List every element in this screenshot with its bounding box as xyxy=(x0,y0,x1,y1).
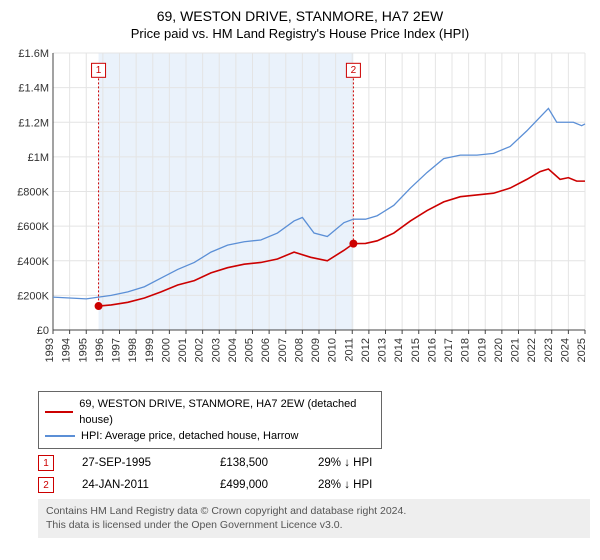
transaction-marker: 1 xyxy=(38,455,54,471)
svg-text:£200K: £200K xyxy=(17,290,49,302)
transaction-row: 2 24-JAN-2011 £499,000 28% ↓ HPI xyxy=(38,477,590,493)
svg-text:£0: £0 xyxy=(37,325,49,337)
svg-text:1997: 1997 xyxy=(111,338,123,362)
svg-text:2018: 2018 xyxy=(460,338,472,362)
price-chart: £0 £200K £400K £600K £800K £1M £1.2M £1.4M £1.6M… xyxy=(5,45,595,385)
svg-text:2021: 2021 xyxy=(510,338,522,362)
footer-line: Contains HM Land Registry data © Crown c… xyxy=(46,505,582,519)
svg-text:£1M: £1M xyxy=(28,152,49,164)
svg-text:2013: 2013 xyxy=(377,338,389,362)
svg-text:2006: 2006 xyxy=(260,338,272,362)
svg-text:£1.2M: £1.2M xyxy=(18,117,49,129)
svg-text:2022: 2022 xyxy=(526,338,538,362)
footer-line: This data is licensed under the Open Gov… xyxy=(46,519,582,533)
transaction-marker: 2 xyxy=(38,477,54,493)
svg-text:2025: 2025 xyxy=(576,338,588,362)
svg-text:£1.4M: £1.4M xyxy=(18,83,49,95)
transaction-pct: 29% ↓ HPI xyxy=(318,457,408,469)
page-title: 69, WESTON DRIVE, STANMORE, HA7 2EW xyxy=(0,8,600,24)
svg-text:£600K: £600K xyxy=(17,221,49,233)
svg-text:2019: 2019 xyxy=(476,338,488,362)
transaction-pct: 28% ↓ HPI xyxy=(318,479,408,491)
svg-text:2016: 2016 xyxy=(426,338,438,362)
svg-text:£800K: £800K xyxy=(17,187,49,199)
transaction-price: £499,000 xyxy=(220,479,290,491)
svg-text:1995: 1995 xyxy=(77,338,89,362)
svg-text:2010: 2010 xyxy=(327,338,339,362)
legend: 69, WESTON DRIVE, STANMORE, HA7 2EW (det… xyxy=(38,391,382,449)
svg-text:2017: 2017 xyxy=(443,338,455,362)
svg-text:2000: 2000 xyxy=(160,338,172,362)
page-subtitle: Price paid vs. HM Land Registry's House … xyxy=(0,26,600,41)
transaction-date: 27-SEP-1995 xyxy=(82,457,192,469)
footer: Contains HM Land Registry data © Crown c… xyxy=(38,499,590,538)
svg-text:1993: 1993 xyxy=(44,338,56,362)
svg-text:2001: 2001 xyxy=(177,338,189,362)
svg-text:2002: 2002 xyxy=(194,338,206,362)
svg-text:1: 1 xyxy=(96,65,102,76)
svg-text:£400K: £400K xyxy=(17,256,49,268)
svg-text:2024: 2024 xyxy=(559,338,571,362)
transaction-table: 1 27-SEP-1995 £138,500 29% ↓ HPI 2 24-JA… xyxy=(38,455,590,493)
svg-text:2004: 2004 xyxy=(227,338,239,362)
transaction-row: 1 27-SEP-1995 £138,500 29% ↓ HPI xyxy=(38,455,590,471)
svg-text:1998: 1998 xyxy=(127,338,139,362)
svg-text:2007: 2007 xyxy=(277,338,289,362)
svg-text:2020: 2020 xyxy=(493,338,505,362)
svg-text:1996: 1996 xyxy=(94,338,106,362)
svg-text:2015: 2015 xyxy=(410,338,422,362)
svg-text:2009: 2009 xyxy=(310,338,322,362)
svg-text:2011: 2011 xyxy=(343,338,355,362)
svg-text:2012: 2012 xyxy=(360,338,372,362)
legend-item: 69, WESTON DRIVE, STANMORE, HA7 2EW (det… xyxy=(45,396,375,428)
svg-text:2008: 2008 xyxy=(293,338,305,362)
svg-text:2014: 2014 xyxy=(393,338,405,362)
svg-text:1999: 1999 xyxy=(144,338,156,362)
legend-swatch xyxy=(45,435,75,437)
svg-text:2023: 2023 xyxy=(543,338,555,362)
transaction-date: 24-JAN-2011 xyxy=(82,479,192,491)
legend-swatch xyxy=(45,411,73,413)
svg-text:2003: 2003 xyxy=(210,338,222,362)
svg-text:2: 2 xyxy=(351,65,357,76)
legend-label: 69, WESTON DRIVE, STANMORE, HA7 2EW (det… xyxy=(79,396,375,428)
transaction-price: £138,500 xyxy=(220,457,290,469)
legend-item: HPI: Average price, detached house, Harr… xyxy=(45,428,375,444)
legend-label: HPI: Average price, detached house, Harr… xyxy=(81,428,298,444)
svg-text:£1.6M: £1.6M xyxy=(18,48,49,60)
svg-text:1994: 1994 xyxy=(61,338,73,362)
svg-text:2005: 2005 xyxy=(244,338,256,362)
